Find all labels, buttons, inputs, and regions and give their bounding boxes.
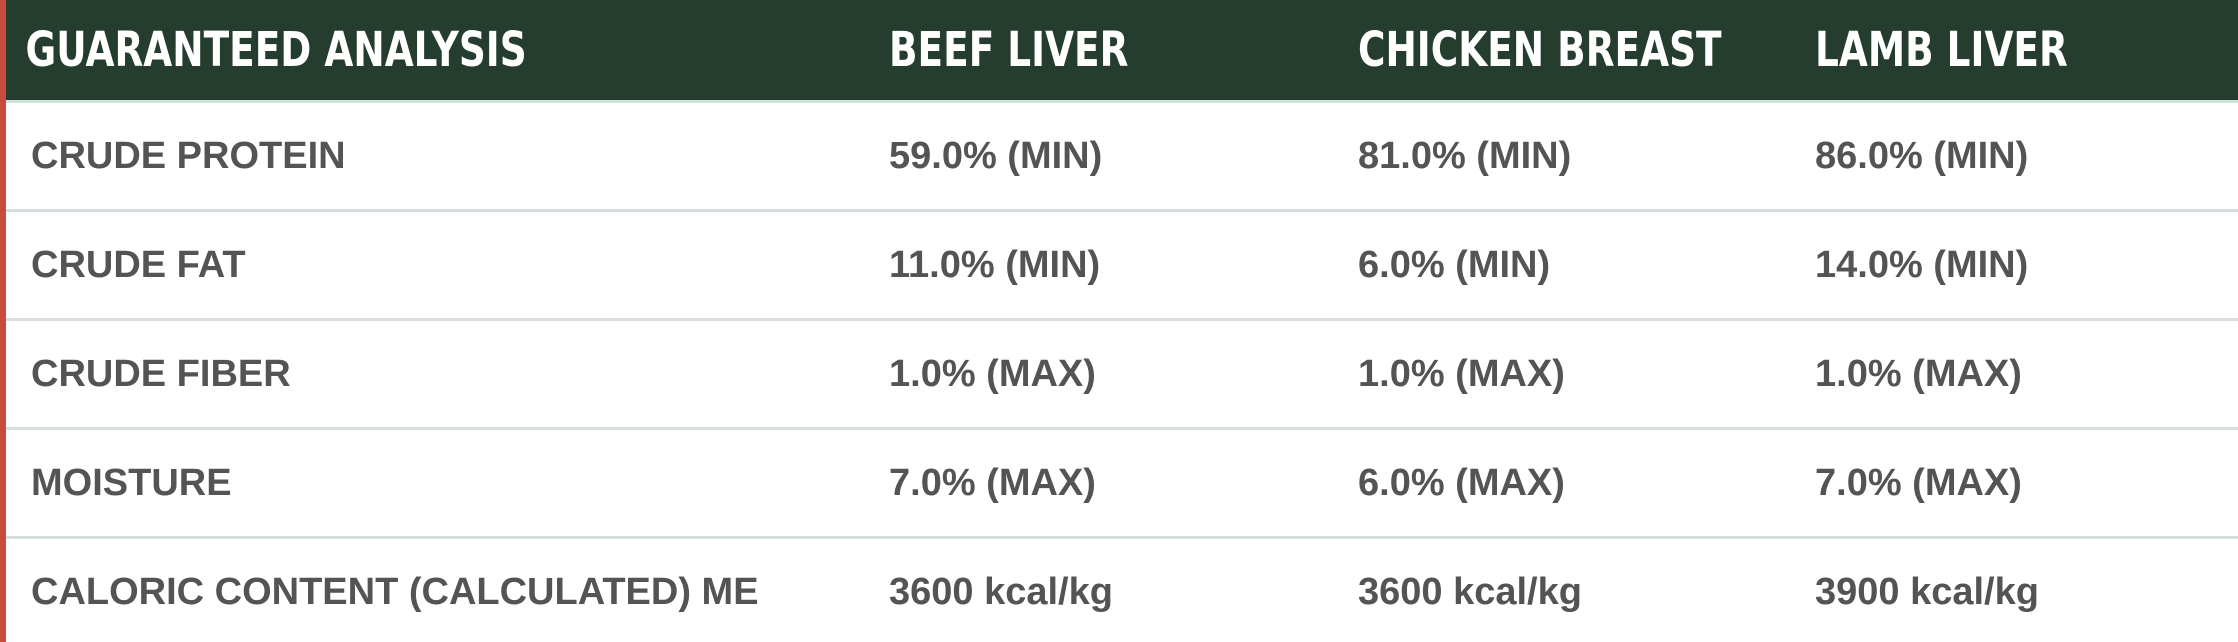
table-row: CRUDE FAT 11.0% (MIN) 6.0% (MIN) 14.0% (… [6,212,2238,321]
chicken-breast-value: 81.0% (MIN) [1358,134,1572,177]
beef-liver-value: 3600 kcal/kg [889,570,1113,613]
table-row: CRUDE FIBER 1.0% (MAX) 1.0% (MAX) 1.0% (… [6,321,2238,430]
table-header-row: GUARANTEED ANALYSIS BEEF LIVER CHICKEN B… [6,0,2238,103]
table-row: MOISTURE 7.0% (MAX) 6.0% (MAX) 7.0% (MAX… [6,430,2238,539]
row-label: MOISTURE [31,461,232,504]
lamb-liver-value: 3900 kcal/kg [1815,570,2039,613]
lamb-liver-value: 7.0% (MAX) [1815,461,2022,504]
lamb-liver-value: 86.0% (MIN) [1815,134,2029,177]
lamb-liver-value: 14.0% (MIN) [1815,243,2029,286]
row-label: CRUDE FAT [31,243,246,286]
beef-liver-value: 7.0% (MAX) [889,461,1096,504]
table-row: CRUDE PROTEIN 59.0% (MIN) 81.0% (MIN) 86… [6,103,2238,212]
chicken-breast-value: 1.0% (MAX) [1358,352,1565,395]
header-guaranteed-analysis: GUARANTEED ANALYSIS [25,22,527,78]
chicken-breast-value: 6.0% (MIN) [1358,243,1551,286]
beef-liver-value: 11.0% (MIN) [889,243,1101,286]
row-label: CRUDE PROTEIN [31,134,346,177]
row-label: CALORIC CONTENT (CALCULATED) ME [31,570,759,613]
lamb-liver-value: 1.0% (MAX) [1815,352,2022,395]
beef-liver-value: 1.0% (MAX) [889,352,1096,395]
header-lamb-liver: LAMB LIVER [1815,22,2068,78]
chicken-breast-value: 6.0% (MAX) [1358,461,1565,504]
header-beef-liver: BEEF LIVER [889,22,1129,78]
row-label: CRUDE FIBER [31,352,291,395]
beef-liver-value: 59.0% (MIN) [889,134,1103,177]
chicken-breast-value: 3600 kcal/kg [1358,570,1582,613]
header-chicken-breast: CHICKEN BREAST [1358,22,1722,78]
table-row: CALORIC CONTENT (CALCULATED) ME 3600 kca… [6,539,2238,642]
